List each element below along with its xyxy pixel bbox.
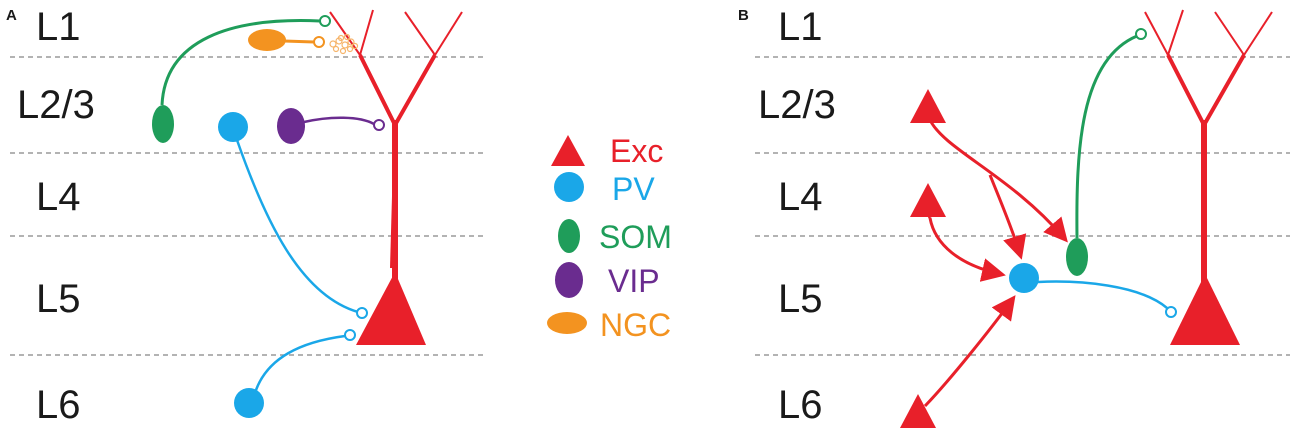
panel-b-exc-l23-to-pv [988, 174, 1027, 260]
legend-pv-label: PV [612, 171, 655, 207]
panel-a-pv-synapse-l23 [356, 307, 368, 319]
panel-b-label: B [738, 7, 749, 24]
panel-a-ngc-axon [283, 39, 315, 44]
panel-b-som-cell [1066, 238, 1088, 276]
panel-b-pyramidal-neuron [1144, 9, 1273, 345]
panel-b-som-axon [1075, 34, 1138, 239]
panel-a-pyramidal-neuron [329, 9, 463, 345]
legend-exc-triangle-icon [551, 135, 585, 166]
panel-b-exc-l6-to-pv [923, 295, 1016, 408]
legend-item-som: SOM [558, 219, 672, 255]
panel-a-ngc-cell [248, 29, 286, 51]
legend-item-ngc: NGC [547, 307, 671, 343]
panel-a-pv-axon-l23 [235, 139, 359, 314]
panel-a-som-cell [152, 105, 174, 143]
legend-vip-ellipse-icon [555, 262, 583, 298]
panel-b-exc-cell-l23 [910, 89, 946, 123]
panel-a-ngc-terminal-cloud [329, 33, 359, 55]
panel-a-layer-l5: L5 [36, 277, 81, 321]
panel-b-pv-axon [1037, 280, 1168, 309]
legend-vip-label: VIP [608, 263, 660, 299]
panel-b-exc-cell-l4 [910, 183, 946, 217]
legend-ngc-label: NGC [600, 307, 671, 343]
panel-b-pyramidal-soma [1170, 274, 1240, 345]
panel-a-som-axon [160, 19, 321, 106]
panel-b-pv-cell [1009, 263, 1039, 293]
panel-a-vip-axon [303, 116, 375, 126]
panel-b-layer-l23: L2/3 [758, 83, 836, 127]
panel-a-label: A [6, 7, 17, 24]
panel-a-pv-cell-l6 [234, 388, 264, 418]
panel-a-pyramidal-soma [356, 272, 426, 345]
panel-a-pv-axon-l6 [254, 334, 346, 391]
panel-b-exc-cell-l6 [900, 394, 936, 428]
panel-a-layer-l1: L1 [36, 5, 81, 49]
panel-b-exc-l4-stem [923, 189, 932, 219]
panel-b-layer-l6: L6 [778, 383, 823, 427]
panel-a-pv-cell-l23 [218, 112, 248, 142]
panel-a-ngc-synapse [313, 36, 325, 48]
panel-b-layer-l1: L1 [778, 5, 823, 49]
panel-a-pv-synapse-l6 [344, 329, 356, 341]
panel-b-exc-l4-to-pv [928, 217, 1006, 282]
panel-b: B L1 L2/3 L4 L5 L6 [738, 5, 1290, 428]
panel-a-vip-synapse [373, 119, 385, 131]
panel-b-layer-l4: L4 [778, 175, 823, 219]
panel-a-vip-cell [277, 108, 305, 144]
legend-item-pv: PV [554, 171, 655, 207]
panel-a-layer-l6: L6 [36, 383, 81, 427]
panel-b-exc-l23-to-som [928, 119, 1068, 243]
panel-b-pv-synapse [1165, 306, 1177, 318]
legend-som-ellipse-icon [558, 219, 580, 253]
panel-b-layer-l5: L5 [778, 277, 823, 321]
panel-a-layer-l4: L4 [36, 175, 81, 219]
legend-exc-label: Exc [610, 133, 663, 169]
legend-pv-circle-icon [554, 172, 584, 202]
panel-a-layer-l23: L2/3 [17, 83, 95, 127]
legend-item-vip: VIP [555, 262, 660, 299]
panel-a: A L1 L2/3 L4 L5 L6 [6, 5, 487, 427]
legend: Exc PV SOM VIP NGC [547, 133, 672, 343]
legend-item-exc: Exc [551, 133, 663, 169]
panel-a-som-synapse [319, 15, 331, 27]
legend-som-label: SOM [599, 219, 672, 255]
panel-b-som-synapse [1135, 28, 1147, 40]
legend-ngc-ellipse-icon [547, 312, 587, 334]
